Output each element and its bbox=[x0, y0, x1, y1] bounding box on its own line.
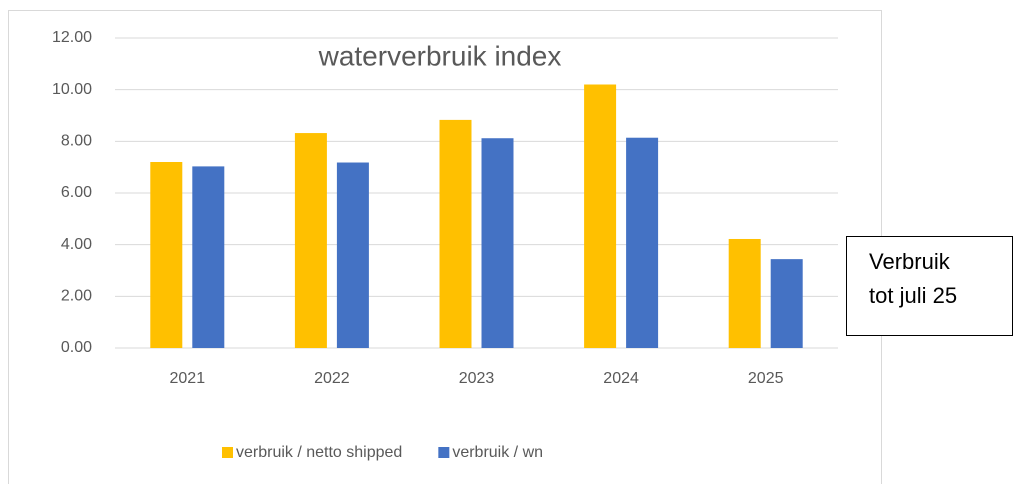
bar bbox=[439, 119, 472, 349]
legend-label: verbruik / wn bbox=[452, 444, 543, 461]
y-tick-label: 10.00 bbox=[52, 81, 92, 98]
bar bbox=[336, 162, 369, 348]
chart-title: waterverbruik index bbox=[318, 40, 562, 71]
bar bbox=[294, 133, 327, 348]
legend-swatch bbox=[222, 447, 233, 458]
legend-label: verbruik / netto shipped bbox=[236, 444, 402, 461]
bar bbox=[770, 259, 803, 348]
x-tick-label: 2025 bbox=[748, 370, 784, 387]
y-tick-label: 4.00 bbox=[61, 236, 92, 253]
y-tick-label: 0.00 bbox=[61, 339, 92, 356]
x-tick-label: 2022 bbox=[314, 370, 350, 387]
annotation-box: Verbruik tot juli 25 bbox=[846, 236, 1013, 336]
y-tick-label: 12.00 bbox=[52, 29, 92, 46]
legend-swatch bbox=[438, 447, 450, 458]
y-tick-label: 8.00 bbox=[61, 133, 92, 150]
annotation-line: tot juli 25 bbox=[869, 283, 958, 308]
bar bbox=[150, 162, 183, 348]
bar bbox=[481, 138, 514, 348]
annotation-line: Verbruik bbox=[869, 249, 950, 274]
y-tick-label: 2.00 bbox=[61, 288, 92, 305]
x-tick-label: 2023 bbox=[459, 370, 495, 387]
y-tick-label: 6.00 bbox=[61, 184, 92, 201]
bar bbox=[192, 166, 225, 348]
bar bbox=[626, 137, 659, 348]
bar bbox=[584, 84, 617, 348]
bar bbox=[728, 238, 761, 348]
x-tick-label: 2021 bbox=[170, 370, 206, 387]
x-tick-label: 2024 bbox=[603, 370, 639, 387]
